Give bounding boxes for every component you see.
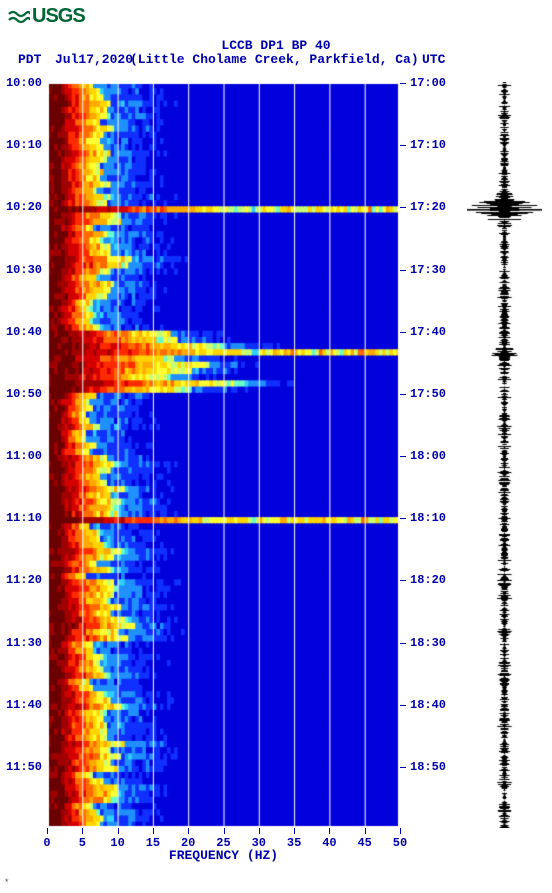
ytick-right: 18:10: [410, 511, 446, 525]
waveform-canvas: [467, 82, 542, 828]
usgs-logo: USGS: [8, 5, 85, 28]
x-axis-label: FREQUENCY (HZ): [47, 848, 400, 863]
ytick-left: 11:40: [6, 698, 42, 712]
tz-left-label: PDT: [18, 52, 41, 67]
ytick-right: 17:20: [410, 200, 446, 214]
ytick-left: 11:50: [6, 760, 42, 774]
ytick-right: 17:00: [410, 76, 446, 90]
ytick-left: 10:00: [6, 76, 42, 90]
waveform-panel: [467, 82, 542, 828]
spectrogram-plot: [47, 82, 400, 828]
ytick-right: 17:30: [410, 263, 446, 277]
tz-right-label: UTC: [422, 52, 445, 67]
ytick-right: 18:30: [410, 636, 446, 650]
ytick-left: 10:40: [6, 325, 42, 339]
ytick-left: 10:10: [6, 138, 42, 152]
station-label: (Little Cholame Creek, Parkfield, Ca): [130, 52, 419, 67]
ytick-right: 17:50: [410, 387, 446, 401]
chart-title: LCCB DP1 BP 40: [0, 38, 552, 53]
footnote: *: [4, 878, 9, 888]
date-label: Jul17,2020: [55, 52, 133, 67]
ytick-left: 10:30: [6, 263, 42, 277]
ytick-left: 11:10: [6, 511, 42, 525]
ytick-left: 10:50: [6, 387, 42, 401]
ytick-right: 18:20: [410, 573, 446, 587]
ytick-right: 18:40: [410, 698, 446, 712]
ytick-right: 18:50: [410, 760, 446, 774]
y-axis-right: 17:0017:1017:2017:3017:4017:5018:0018:10…: [400, 82, 460, 828]
ytick-left: 11:00: [6, 449, 42, 463]
ytick-right: 17:10: [410, 138, 446, 152]
ytick-left: 11:30: [6, 636, 42, 650]
ytick-right: 17:40: [410, 325, 446, 339]
y-axis-left: 10:0010:1010:2010:3010:4010:5011:0011:10…: [0, 82, 46, 828]
logo-text: USGS: [32, 5, 85, 28]
spectrogram-canvas: [47, 82, 400, 828]
ytick-left: 10:20: [6, 200, 42, 214]
wave-icon: [8, 8, 30, 26]
ytick-right: 18:00: [410, 449, 446, 463]
ytick-left: 11:20: [6, 573, 42, 587]
